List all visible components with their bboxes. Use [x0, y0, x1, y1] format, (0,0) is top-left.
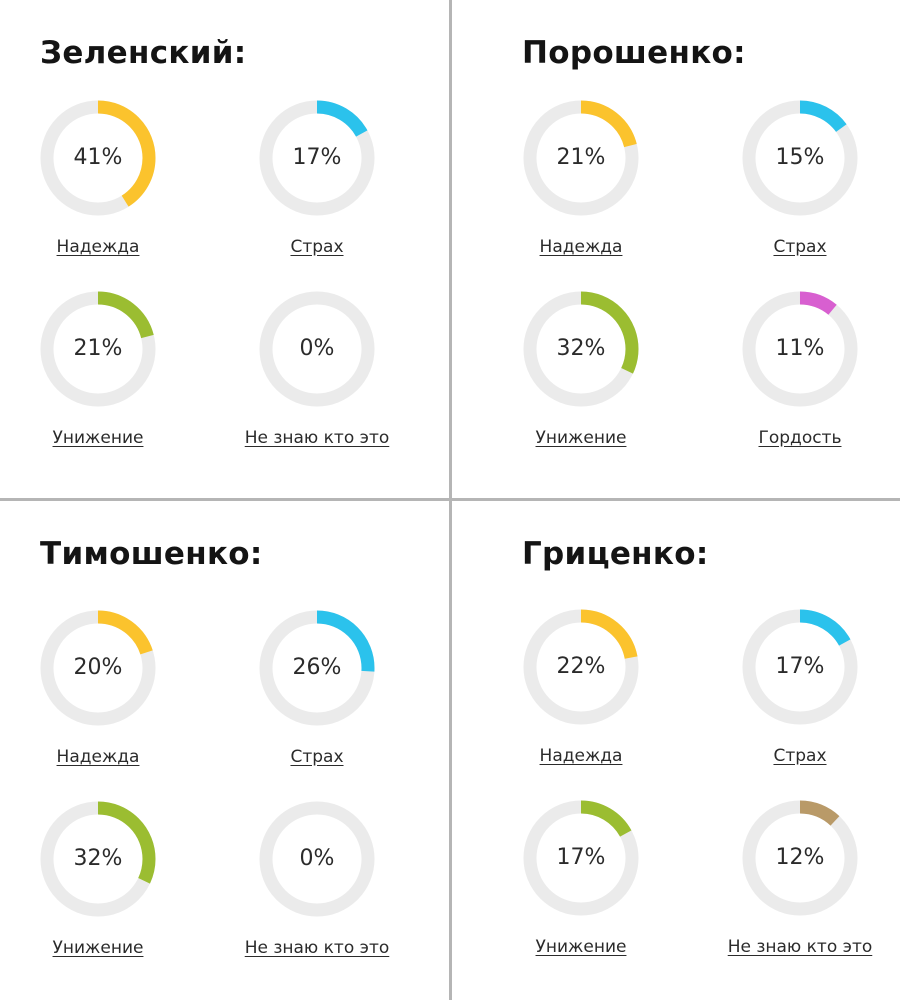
donut-value: 0% — [299, 336, 335, 361]
donut-value: 21% — [73, 336, 123, 361]
panel-tymoshenko: Тимошенко: 20% Надежда 26% Страх 32% Уни… — [0, 501, 450, 1001]
metric-label-link[interactable]: Гордость — [758, 428, 842, 448]
metric-dont-know: 0% Не знаю кто это — [227, 291, 407, 471]
donut-chart — [259, 801, 375, 917]
metric-humiliation: 32% Унижение — [8, 801, 188, 981]
donut-arc — [40, 100, 156, 216]
metric-humiliation: 17% Унижение — [491, 800, 671, 980]
metric-label-link[interactable]: Не знаю кто это — [244, 938, 390, 958]
metric-humiliation: 21% Унижение — [8, 291, 188, 471]
panel-title: Зеленский: — [40, 35, 247, 71]
donut-value: 41% — [73, 145, 123, 170]
panel-title: Гриценко: — [522, 536, 709, 572]
donut-arc — [259, 610, 375, 726]
donut-chart — [742, 291, 858, 407]
donut-value: 0% — [299, 846, 335, 871]
donut-arc — [742, 609, 858, 725]
panel-title: Порошенко: — [522, 35, 746, 71]
donut-arc — [523, 609, 639, 725]
donut-chart — [742, 609, 858, 725]
donut-chart — [523, 609, 639, 725]
metric-hope: 41% Надежда — [8, 100, 188, 280]
donut-value: 21% — [556, 145, 606, 170]
donut-chart — [40, 291, 156, 407]
metric-label-link[interactable]: Унижение — [535, 428, 627, 448]
panel-poroshenko: Порошенко: 21% Надежда 15% Страх 32% Уни… — [452, 0, 900, 500]
donut-chart — [523, 800, 639, 916]
metric-label-link[interactable]: Надежда — [56, 747, 140, 767]
donut-chart — [742, 800, 858, 916]
donut-arc — [742, 100, 858, 216]
metric-pride: 11% Гордость — [710, 291, 890, 471]
donut-chart — [40, 100, 156, 216]
panel-title: Тимошенко: — [40, 536, 263, 572]
donut-value: 22% — [556, 654, 606, 679]
horizontal-divider-left — [0, 498, 449, 501]
donut-value: 15% — [775, 145, 825, 170]
donut-chart — [40, 610, 156, 726]
donut-arc — [523, 100, 639, 216]
metric-dont-know: 12% Не знаю кто это — [710, 800, 890, 980]
donut-chart — [259, 291, 375, 407]
metric-label-link[interactable]: Не знаю кто это — [727, 937, 873, 957]
donut-arc — [742, 800, 858, 916]
donut-chart — [259, 100, 375, 216]
metric-dont-know: 0% Не знаю кто это — [227, 801, 407, 981]
donut-value: 11% — [775, 336, 825, 361]
metric-fear: 17% Страх — [710, 609, 890, 789]
donut-chart — [40, 801, 156, 917]
donut-track — [259, 291, 375, 407]
donut-arc — [40, 291, 156, 407]
horizontal-divider-right — [452, 498, 900, 501]
metric-label-link[interactable]: Унижение — [535, 937, 627, 957]
donut-arc — [259, 100, 375, 216]
donut-arc — [742, 291, 858, 407]
donut-value: 32% — [73, 846, 123, 871]
donut-track — [259, 801, 375, 917]
donut-chart — [742, 100, 858, 216]
donut-arc — [40, 801, 156, 917]
donut-chart — [259, 610, 375, 726]
metric-hope: 20% Надежда — [8, 610, 188, 790]
metric-label-link[interactable]: Страх — [773, 746, 827, 766]
metric-label-link[interactable]: Страх — [290, 747, 344, 767]
metric-fear: 17% Страх — [227, 100, 407, 280]
vertical-divider — [449, 0, 452, 1000]
metric-label-link[interactable]: Не знаю кто это — [244, 428, 390, 448]
metric-hope: 22% Надежда — [491, 609, 671, 789]
donut-chart — [523, 291, 639, 407]
donut-value: 32% — [556, 336, 606, 361]
metric-label-link[interactable]: Страх — [773, 237, 827, 257]
metric-label-link[interactable]: Надежда — [539, 237, 623, 257]
metric-fear: 26% Страх — [227, 610, 407, 790]
metric-label-link[interactable]: Унижение — [52, 428, 144, 448]
donut-value: 17% — [775, 654, 825, 679]
metric-label-link[interactable]: Надежда — [539, 746, 623, 766]
donut-value: 20% — [73, 655, 123, 680]
donut-arc — [40, 610, 156, 726]
donut-arc — [523, 800, 639, 916]
metric-label-link[interactable]: Унижение — [52, 938, 144, 958]
donut-arc — [523, 291, 639, 407]
panel-hrytsenko: Гриценко: 22% Надежда 17% Страх 17% Униж… — [452, 501, 900, 1001]
donut-value: 12% — [775, 845, 825, 870]
donut-chart — [523, 100, 639, 216]
donut-value: 26% — [292, 655, 342, 680]
metric-humiliation: 32% Унижение — [491, 291, 671, 471]
metric-fear: 15% Страх — [710, 100, 890, 280]
metric-hope: 21% Надежда — [491, 100, 671, 280]
donut-value: 17% — [292, 145, 342, 170]
panel-zelensky: Зеленский: 41% Надежда 17% Страх 21% Уни… — [0, 0, 450, 500]
metric-label-link[interactable]: Надежда — [56, 237, 140, 257]
donut-value: 17% — [556, 845, 606, 870]
metric-label-link[interactable]: Страх — [290, 237, 344, 257]
